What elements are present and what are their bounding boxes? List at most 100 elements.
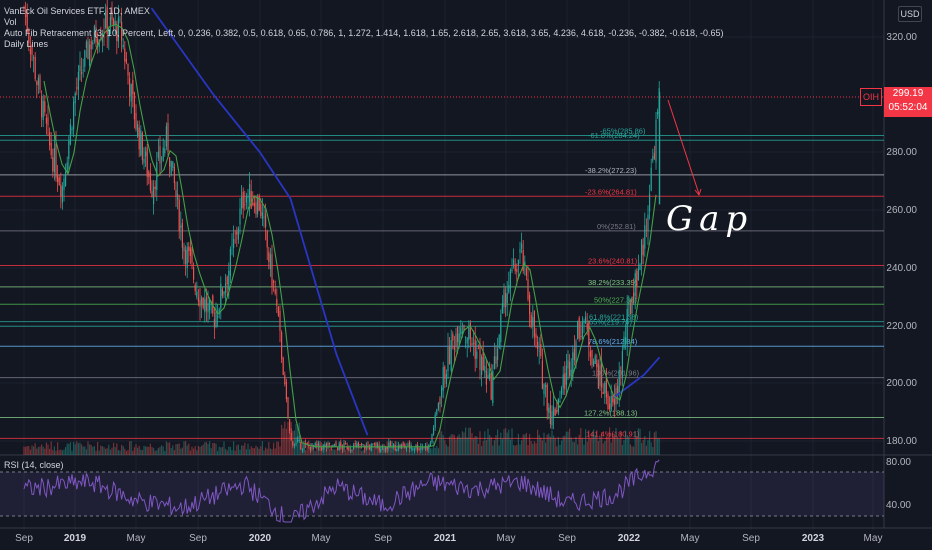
candle-body xyxy=(377,443,379,449)
volume-bar xyxy=(229,446,231,455)
candle-body xyxy=(231,244,233,246)
candle-body xyxy=(397,444,399,451)
candle-body xyxy=(453,345,455,350)
candle-body xyxy=(460,327,462,335)
candle-body xyxy=(92,42,94,45)
candle-body xyxy=(577,321,579,340)
candle-body xyxy=(538,350,540,352)
volume-bar xyxy=(164,450,166,455)
volume-bar xyxy=(617,437,619,455)
candle-body xyxy=(178,199,180,232)
rsi-label[interactable]: RSI (14, close) xyxy=(4,460,64,470)
candle-body xyxy=(484,365,486,373)
candle-body xyxy=(373,443,375,445)
candle-body xyxy=(141,132,143,160)
volume-bar xyxy=(97,441,99,455)
candle-body xyxy=(172,161,174,168)
candle-body xyxy=(28,29,30,43)
volume-bar xyxy=(548,433,550,455)
candle-body xyxy=(135,112,137,130)
volume-bar xyxy=(199,446,201,455)
candle-body xyxy=(84,50,86,67)
volume-bar xyxy=(116,443,118,455)
candle-body xyxy=(244,204,246,206)
volume-bar xyxy=(457,436,459,455)
volume-bar xyxy=(228,446,230,455)
fib-level-label: 61.8%(221.38) xyxy=(589,313,639,322)
candle-body xyxy=(202,297,204,308)
volume-bar xyxy=(455,439,457,455)
fib-level-label: -38.2%(272.23) xyxy=(585,166,637,175)
volume-bar xyxy=(556,446,558,455)
candle-body xyxy=(503,289,505,308)
volume-bar xyxy=(569,428,571,455)
candle-body xyxy=(271,254,273,288)
volume-bar xyxy=(273,442,275,455)
currency-button[interactable]: USD xyxy=(898,6,922,22)
volume-bar xyxy=(157,447,159,455)
candle-body xyxy=(434,414,436,428)
candle-body xyxy=(549,405,551,425)
candle-body xyxy=(636,270,638,288)
volume-bar xyxy=(100,445,102,455)
daily-lines-label[interactable]: Daily Lines xyxy=(4,39,49,49)
candle-body xyxy=(295,441,297,446)
volume-bar xyxy=(495,435,497,455)
candle-body xyxy=(196,291,198,297)
volume-bar xyxy=(141,449,143,455)
candle-body xyxy=(44,101,46,113)
volume-bar xyxy=(639,428,641,455)
candle-body xyxy=(237,228,239,240)
volume-bar xyxy=(327,447,329,455)
candle-body xyxy=(602,391,604,395)
gap-annotation[interactable]: Gap xyxy=(666,99,753,239)
candle-body xyxy=(564,373,566,390)
volume-bar xyxy=(44,448,46,455)
candle-body xyxy=(650,167,652,191)
volume-bar xyxy=(50,441,52,455)
volume-bar xyxy=(143,445,145,455)
candle-body xyxy=(473,342,475,344)
volume-bar xyxy=(42,446,44,455)
candle-body xyxy=(481,356,483,376)
candle-body xyxy=(452,333,454,341)
candle-body xyxy=(289,419,291,432)
volume-bar xyxy=(508,429,510,455)
candle-body xyxy=(364,445,366,450)
volume-bar xyxy=(130,441,132,455)
volume-bar xyxy=(479,431,481,455)
volume-bar xyxy=(441,431,443,455)
candle-body xyxy=(90,41,92,50)
symbol-title[interactable]: VanEck Oil Services ETF, 1D, AMEX xyxy=(4,6,150,16)
volume-bar xyxy=(565,431,567,455)
volume-bar xyxy=(452,434,454,455)
candle-body xyxy=(119,19,121,21)
candle-body xyxy=(154,186,156,189)
volume-bar xyxy=(127,450,129,455)
volume-bar xyxy=(231,450,233,455)
volume-bar xyxy=(124,448,126,455)
candle-body xyxy=(370,444,372,452)
volume-bar xyxy=(92,446,94,455)
candle-body xyxy=(58,177,60,186)
volume-bar xyxy=(610,442,612,455)
candle-body xyxy=(49,132,51,146)
volume-bar xyxy=(233,441,235,455)
time-tick: May xyxy=(127,533,146,544)
candle-body xyxy=(124,48,126,62)
volume-bar xyxy=(332,449,334,455)
candle-body xyxy=(185,249,187,264)
candle-body xyxy=(618,369,620,396)
candle-body xyxy=(405,447,407,450)
candle-body xyxy=(634,273,636,297)
candle-body xyxy=(281,332,283,360)
candle-body xyxy=(226,276,228,285)
candle-body xyxy=(298,440,300,441)
fib-indicator-label[interactable]: Auto Fib Retracement (3, 10, Percent, Le… xyxy=(4,28,724,38)
volume-bar xyxy=(581,438,583,455)
volume-bar xyxy=(178,443,180,455)
volume-bar xyxy=(165,441,167,455)
rsi-band xyxy=(0,472,884,516)
volume-indicator-label[interactable]: Vol xyxy=(4,17,17,27)
